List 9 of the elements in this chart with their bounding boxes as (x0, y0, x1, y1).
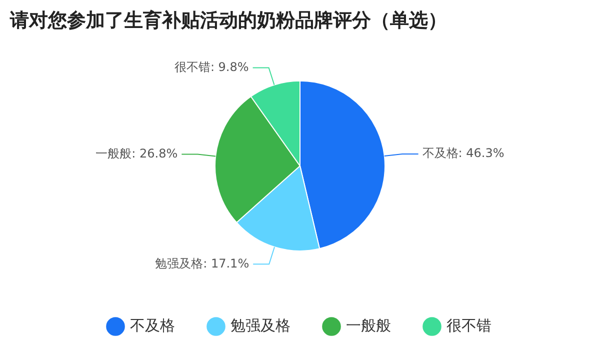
legend-label: 勉强及格 (230, 316, 290, 334)
data-label: 勉强及格: 17.1% (155, 256, 250, 270)
legend-label: 不及格 (130, 316, 175, 334)
legend-label: 很不错 (446, 316, 492, 334)
chart-title: 请对您参加了生育补贴活动的奶粉品牌评分（单选） (9, 9, 447, 32)
legend-label: 一般般 (346, 316, 391, 334)
data-label: 一般般: 26.8% (96, 146, 178, 160)
data-label: 不及格: 46.3% (422, 146, 504, 160)
data-label: 很不错: 9.8% (174, 60, 249, 74)
